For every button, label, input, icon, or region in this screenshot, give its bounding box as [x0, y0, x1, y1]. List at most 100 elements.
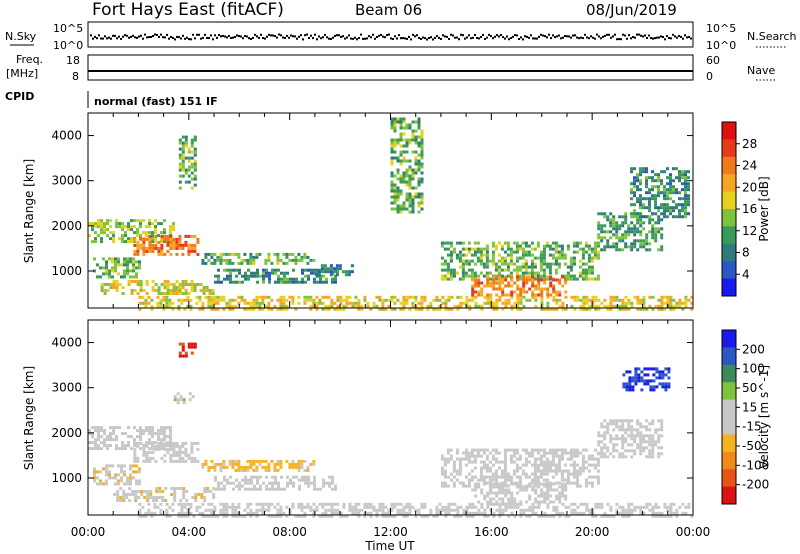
data-cell: [666, 167, 669, 171]
data-cell: [231, 465, 235, 469]
data-cell: [196, 459, 200, 463]
data-cell: [473, 466, 477, 470]
data-cell: [515, 451, 519, 455]
data-cell: [461, 262, 465, 266]
data-cell: [396, 210, 400, 214]
noise-sample: [678, 34, 680, 37]
data-cell: [657, 298, 661, 302]
data-cell: [495, 304, 499, 308]
data-cell: [163, 234, 167, 238]
data-cell: [597, 505, 601, 509]
data-cell: [534, 295, 538, 299]
data-cell: [485, 469, 489, 473]
data-cell: [506, 268, 510, 272]
data-cell: [678, 505, 682, 509]
data-cell: [660, 248, 664, 252]
data-cell: [678, 191, 681, 195]
data-cell: [450, 502, 454, 506]
data-cell: [189, 298, 193, 302]
noise-sample: [190, 38, 192, 41]
data-cell: [360, 508, 364, 512]
data-cell: [169, 426, 172, 430]
data-cell: [435, 514, 439, 518]
data-cell: [414, 192, 418, 196]
data-cell: [130, 435, 133, 439]
data-cell: [450, 508, 454, 512]
data-cell: [518, 481, 522, 485]
data-cell: [531, 293, 535, 297]
data-cell: [112, 234, 115, 238]
data-cell: [331, 487, 334, 491]
data-cell: [329, 270, 333, 274]
data-cell: [627, 233, 631, 237]
data-cell: [262, 481, 265, 485]
data-cell: [627, 298, 631, 302]
data-cell: [455, 256, 459, 260]
data-cell: [661, 370, 665, 374]
data-cell: [546, 497, 550, 501]
noise-sample: [594, 37, 596, 40]
data-cell: [268, 274, 271, 278]
data-cell: [624, 304, 628, 308]
data-cell: [506, 475, 510, 479]
data-cell: [612, 298, 616, 302]
data-cell: [187, 345, 191, 349]
data-cell: [664, 373, 668, 377]
data-cell: [408, 201, 412, 205]
data-cell: [669, 304, 673, 308]
data-cell: [566, 475, 570, 479]
data-cell: [657, 191, 660, 195]
data-cell: [420, 135, 424, 139]
data-cell: [459, 505, 463, 509]
data-cell: [140, 490, 144, 493]
data-cell: [261, 508, 265, 512]
data-cell: [667, 376, 671, 380]
data-cell: [184, 135, 188, 139]
data-cell: [579, 307, 583, 311]
data-cell: [333, 511, 337, 515]
data-cell: [554, 448, 558, 452]
data-cell: [470, 247, 474, 251]
data-cell: [169, 283, 173, 286]
velocity-cells: [88, 342, 694, 518]
data-cell: [396, 508, 400, 512]
data-cell: [109, 286, 113, 289]
data-cell: [109, 237, 112, 241]
data-cell: [513, 304, 517, 308]
data-cell: [420, 156, 424, 160]
colorbar-tick-label: 12: [742, 224, 757, 238]
data-cell: [306, 505, 310, 509]
data-cell: [249, 502, 253, 506]
noise-sample: [672, 33, 674, 36]
data-cell: [545, 460, 549, 464]
data-cell: [581, 460, 585, 464]
data-cell: [283, 280, 286, 284]
data-cell: [443, 241, 447, 245]
data-cell: [132, 257, 135, 261]
data-cell: [684, 173, 687, 177]
data-cell: [467, 259, 471, 263]
data-cell: [207, 301, 211, 305]
data-cell: [663, 203, 666, 207]
data-cell: [596, 475, 600, 479]
data-cell: [501, 508, 505, 512]
data-cell: [658, 376, 662, 380]
data-cell: [642, 203, 645, 207]
data-cell: [390, 123, 394, 127]
noise-sample: [608, 33, 610, 36]
data-cell: [249, 301, 253, 305]
data-cell: [166, 292, 170, 295]
data-cell: [524, 472, 528, 476]
data-cell: [111, 269, 114, 273]
data-cell: [636, 215, 639, 219]
data-cell: [100, 447, 103, 451]
data-cell: [138, 266, 141, 270]
data-cell: [114, 266, 117, 270]
data-cell: [489, 284, 493, 288]
data-cell: [461, 253, 465, 257]
data-cell: [116, 496, 120, 499]
data-cell: [130, 219, 133, 223]
data-cell: [183, 514, 187, 518]
data-cell: [102, 482, 105, 486]
data-cell: [190, 171, 194, 175]
